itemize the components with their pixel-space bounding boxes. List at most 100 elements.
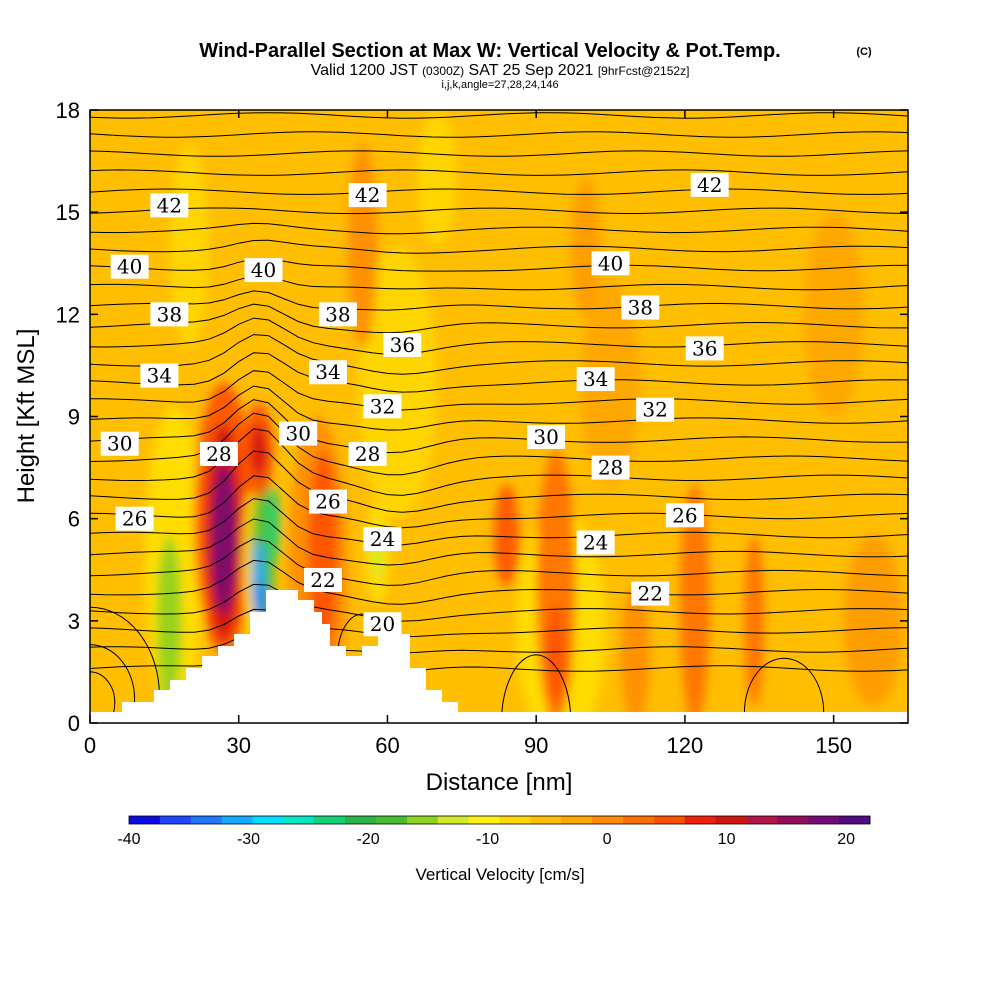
- colorbar-tick-label: 10: [718, 831, 736, 848]
- theta-label: 32: [642, 398, 667, 422]
- colorbar-tick-label: -20: [356, 831, 379, 848]
- colorbar-swatch: [129, 816, 161, 824]
- theta-contour: [90, 370, 908, 411]
- velocity-cell: [803, 212, 864, 417]
- colorbar-swatch: [159, 816, 192, 824]
- colorbar-swatch: [468, 816, 500, 824]
- colorbar-swatch: [376, 816, 408, 824]
- theta-label-box: [279, 421, 318, 446]
- theta-label-box: [685, 336, 724, 361]
- colorbar-swatch: [314, 816, 346, 824]
- theta-contour: [90, 583, 908, 622]
- x-tick-label: 0: [84, 733, 96, 758]
- colorbar-swatch: [406, 816, 439, 824]
- theta-label: 30: [533, 425, 558, 449]
- theta-label-box: [631, 581, 670, 606]
- theta-contour: [90, 303, 908, 334]
- x-tick-label: 120: [667, 733, 704, 758]
- theta-label: 28: [355, 442, 380, 466]
- colorbar-label: Vertical Velocity [cm/s]: [415, 865, 584, 884]
- theta-label: 26: [315, 490, 340, 514]
- theta-label-box: [363, 394, 402, 419]
- indices-label: i,j,k,angle=27,28,24,146: [441, 79, 558, 91]
- colorbar-tick-label: 20: [837, 831, 855, 848]
- colorbar-swatch: [777, 816, 809, 824]
- colorbar-swatch: [746, 816, 778, 824]
- theta-contour: [90, 385, 908, 431]
- theta-label-box: [591, 455, 630, 480]
- theta-label: 24: [370, 527, 395, 551]
- theta-contour: [90, 131, 908, 138]
- velocity-cell: [417, 110, 457, 247]
- velocity-cell: [546, 603, 566, 706]
- theta-label: 22: [310, 568, 335, 592]
- theta-contour: [500, 654, 572, 723]
- theta-contour: [90, 450, 908, 513]
- theta-label-box: [308, 489, 347, 514]
- theta-label: 20: [370, 612, 395, 636]
- subtitle-prefix: Valid 1200 JST: [311, 62, 419, 79]
- theta-label: 34: [147, 364, 172, 388]
- theta-label: 36: [390, 333, 415, 357]
- y-axis-label: Height [Kft MSL]: [13, 329, 40, 504]
- theta-contours: [90, 112, 908, 723]
- velocity-cell: [843, 535, 904, 706]
- y-tick-label: 9: [68, 405, 80, 430]
- theta-label-box: [591, 251, 630, 276]
- theta-label: 30: [107, 432, 132, 456]
- theta-label-box: [199, 441, 238, 466]
- x-tick-label: 150: [815, 733, 852, 758]
- theta-label: 36: [692, 336, 717, 360]
- y-tick-label: 0: [68, 711, 80, 736]
- velocity-cell: [156, 535, 182, 706]
- colorbar-swatch: [190, 816, 223, 824]
- theta-contour: [90, 188, 908, 195]
- theta-contour: [90, 317, 908, 355]
- velocity-cell: [250, 423, 267, 478]
- theta-contour: [90, 352, 908, 393]
- colorbar-frame: [128, 815, 871, 825]
- velocity-cell: [266, 488, 280, 563]
- theta-contour: [90, 290, 908, 311]
- x-axis-label: Distance [nm]: [426, 769, 573, 796]
- theta-contour: [90, 538, 908, 586]
- colorbar-swatch: [808, 816, 840, 824]
- theta-label: 38: [157, 302, 182, 326]
- colorbar-swatch: [592, 816, 624, 824]
- theta-label-box: [665, 503, 704, 528]
- theta-label-box: [304, 567, 343, 592]
- theta-label: 30: [285, 422, 310, 446]
- colorbar-swatch: [623, 816, 655, 824]
- colorbar-swatch: [345, 816, 377, 824]
- x-tick-label: 60: [375, 733, 399, 758]
- theta-contour: [90, 112, 908, 119]
- theta-label: 24: [583, 531, 608, 555]
- colorbar-tick-label: -30: [237, 831, 260, 848]
- theta-contour: [90, 671, 116, 723]
- theta-label-box: [527, 424, 566, 449]
- colorbar-swatch: [221, 816, 253, 824]
- colorbar-swatch: [252, 816, 284, 824]
- theta-label-box: [636, 397, 675, 422]
- colorbar-swatch: [684, 816, 717, 824]
- x-tick-label: 90: [524, 733, 548, 758]
- subtitle-date: SAT 25 Sep 2021: [469, 62, 594, 79]
- colorbar-swatch: [499, 816, 531, 824]
- theta-label: 28: [206, 442, 231, 466]
- y-tick-label: 6: [68, 507, 80, 532]
- theta-label: 40: [598, 251, 623, 275]
- velocity-cell: [620, 586, 651, 723]
- theta-label-box: [621, 295, 660, 320]
- theta-label: 38: [628, 296, 653, 320]
- theta-contour: [90, 498, 908, 546]
- theta-contour: [90, 632, 908, 654]
- theta-label: 26: [122, 507, 147, 531]
- theta-contour: [90, 222, 908, 235]
- chart-title: Wind-Parallel Section at Max W: Vertical…: [199, 40, 780, 62]
- y-tick-label: 12: [56, 302, 80, 327]
- theta-label: 26: [672, 503, 697, 527]
- theta-contour: [90, 207, 908, 215]
- theta-label-box: [363, 612, 402, 637]
- theta-label: 28: [598, 456, 623, 480]
